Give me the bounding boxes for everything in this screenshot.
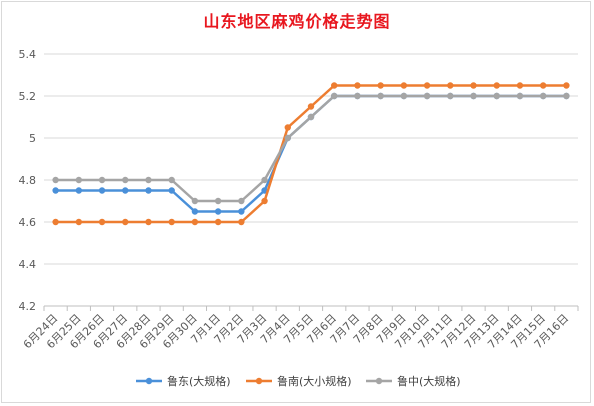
legend-label: 鲁南(大小规格) — [277, 374, 352, 388]
data-point-2 — [284, 134, 291, 142]
data-point-1 — [52, 218, 59, 226]
data-point-2 — [168, 176, 175, 184]
y-tick-label: 4.2 — [19, 300, 37, 313]
data-point-2 — [470, 92, 477, 100]
data-point-1 — [423, 82, 431, 89]
data-point-2 — [400, 92, 408, 100]
data-point-1 — [470, 82, 477, 89]
data-point-1 — [98, 218, 106, 226]
legend-label: 鲁东(大规格) — [167, 374, 231, 388]
data-point-1 — [400, 82, 408, 89]
data-point-1 — [145, 218, 152, 226]
data-point-2 — [52, 176, 59, 184]
series-line-0 — [55, 94, 567, 213]
data-point-1 — [539, 82, 547, 89]
data-point-2 — [423, 92, 431, 100]
legend-swatch-marker — [255, 377, 263, 385]
data-point-1 — [191, 218, 199, 226]
data-point-0 — [75, 187, 83, 194]
data-point-1 — [122, 218, 129, 226]
data-point-1 — [447, 82, 454, 89]
data-point-1 — [354, 82, 361, 89]
data-point-2 — [307, 113, 315, 121]
data-point-2 — [539, 92, 547, 100]
y-tick-label: 5 — [29, 132, 36, 145]
data-point-0 — [98, 187, 106, 194]
data-point-2 — [516, 92, 524, 100]
data-point-0 — [52, 187, 59, 194]
data-point-2 — [191, 197, 199, 205]
legend-label: 鲁中(大规格) — [397, 374, 461, 388]
data-point-0 — [168, 187, 175, 194]
data-point-2 — [331, 92, 338, 100]
y-tick-label: 5.2 — [19, 90, 37, 103]
data-point-2 — [377, 92, 384, 100]
chart-title: 山东地区麻鸡价格走势图 — [203, 12, 391, 31]
y-tick-label: 4.8 — [19, 174, 37, 187]
data-point-1 — [307, 103, 315, 110]
data-point-0 — [238, 208, 245, 215]
data-point-2 — [122, 176, 129, 184]
data-point-1 — [493, 82, 500, 89]
data-point-2 — [563, 92, 570, 100]
series-line-2 — [55, 94, 567, 203]
data-point-2 — [354, 92, 361, 100]
data-point-2 — [75, 176, 83, 184]
data-point-2 — [214, 197, 222, 205]
data-point-2 — [238, 197, 245, 205]
y-tick-label: 4.4 — [19, 258, 37, 271]
data-point-1 — [563, 82, 570, 89]
data-point-0 — [214, 208, 222, 215]
data-point-0 — [145, 187, 152, 194]
data-point-1 — [238, 218, 245, 226]
data-point-1 — [75, 218, 83, 226]
data-point-2 — [145, 176, 152, 184]
y-tick-label: 5.4 — [19, 48, 37, 61]
legend-swatch-marker — [375, 377, 383, 385]
data-point-2 — [98, 176, 106, 184]
data-point-2 — [261, 176, 268, 184]
data-point-1 — [214, 218, 222, 226]
data-point-1 — [516, 82, 524, 89]
data-point-1 — [331, 82, 338, 89]
legend-swatch-marker — [145, 377, 153, 385]
data-point-0 — [122, 187, 129, 194]
data-point-1 — [284, 124, 291, 131]
data-point-2 — [447, 92, 454, 100]
data-point-1 — [168, 218, 175, 226]
data-point-2 — [493, 92, 500, 100]
data-point-1 — [377, 82, 384, 89]
y-tick-label: 4.6 — [19, 216, 37, 229]
data-point-1 — [261, 197, 268, 205]
data-point-0 — [191, 208, 199, 215]
